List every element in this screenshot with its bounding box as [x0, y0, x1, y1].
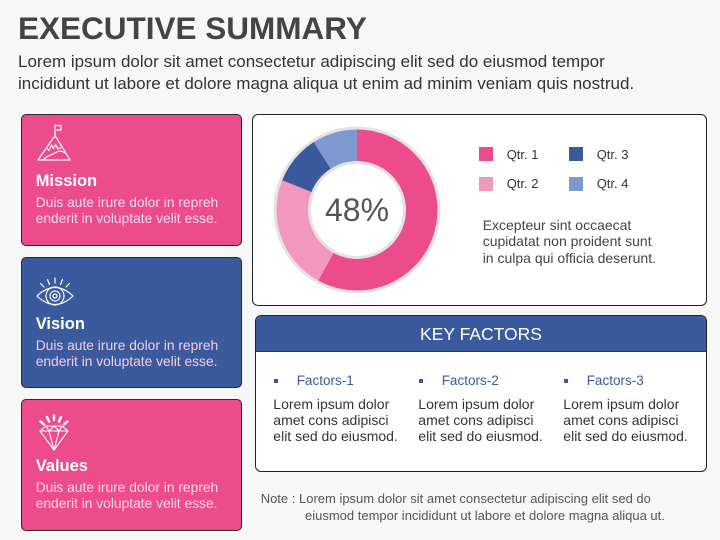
key-factor-text-line: amet cons adipisci	[563, 412, 679, 429]
card-description-line: enderit in voluptate velit esse.	[35, 353, 218, 369]
chart-description: Excepteur sint occaecat cupidatat non pr…	[483, 217, 656, 266]
legend-label-qtr-1: Qtr. 1	[506, 147, 539, 162]
footnote-line: Note : Lorem ipsum dolor sit amet consec…	[260, 491, 651, 506]
key-factors-panel: KEY FACTORS Factors-1 Lorem ipsum dolor …	[255, 315, 707, 472]
bullet-square-icon	[564, 379, 569, 383]
subtitle-line: incididunt ut labore et dolore magna ali…	[18, 74, 635, 93]
key-factor-text-line: Lorem ipsum dolor	[418, 396, 535, 412]
key-factor-heading: Factors-3	[563, 373, 703, 389]
diamond-icon	[39, 414, 69, 451]
legend-swatch-qtr-2	[479, 177, 493, 191]
key-factor-text: Lorem ipsum dolor amet cons adipisci eli…	[273, 396, 398, 445]
donut-center-label: 48%	[324, 192, 390, 228]
card-description: Duis aute irure dolor in repreh enderit …	[36, 480, 219, 512]
footnote: Note : Lorem ipsum dolor sit amet consec…	[261, 490, 665, 524]
key-factor-text-line: amet cons adipisci	[273, 412, 389, 429]
card-description-line: enderit in voluptate velit esse.	[35, 495, 218, 511]
card-description: Duis aute irure dolor in repreh enderit …	[36, 338, 219, 370]
key-factor-text-line: elit sed do eiusmod.	[563, 428, 688, 445]
key-factor-text: Lorem ipsum dolor amet cons adipisci eli…	[563, 396, 688, 445]
footnote-line: eiusmod tempor incididunt ut labore et d…	[304, 508, 665, 523]
key-factor-text-line: Lorem ipsum dolor	[273, 396, 390, 412]
legend-swatch-qtr-3	[569, 147, 583, 161]
card-description-line: Duis aute irure dolor in repreh	[35, 337, 219, 353]
key-factor-text-line: Lorem ipsum dolor	[563, 396, 680, 412]
eye-gear-icon	[36, 277, 74, 306]
bullet-square-icon	[274, 379, 279, 383]
key-factor-heading: Factors-1	[273, 373, 413, 389]
chart-description-line: in culpa qui officia deserunt.	[482, 249, 656, 266]
key-factors-title: KEY FACTORS	[256, 316, 706, 352]
key-factor-1: Factors-1 Lorem ipsum dolor amet cons ad…	[273, 373, 413, 444]
key-factor-label: Factors-3	[586, 373, 644, 388]
legend-swatch-qtr-4	[569, 177, 583, 191]
legend-swatch-qtr-1	[479, 147, 493, 161]
key-factor-2: Factors-2 Lorem ipsum dolor amet cons ad…	[418, 373, 558, 444]
bullet-square-icon	[419, 379, 424, 383]
donut-hole	[308, 161, 406, 259]
card-values: Values Duis aute irure dolor in repreh e…	[21, 399, 242, 531]
subtitle-line: Lorem ipsum dolor sit amet consectetur a…	[18, 52, 605, 71]
donut-outer-ring	[273, 126, 441, 294]
key-factor-label: Factors-2	[441, 373, 499, 388]
legend-label-qtr-4: Qtr. 4	[596, 176, 629, 191]
legend-label-qtr-2: Qtr. 2	[506, 176, 539, 191]
card-description-line: Duis aute irure dolor in repreh	[35, 479, 219, 495]
card-mission: Mission Duis aute irure dolor in repreh …	[21, 114, 242, 246]
chart-description-line: Excepteur sint occaecat	[482, 217, 632, 233]
card-title: Mission	[35, 172, 98, 191]
key-factor-text-line: elit sed do eiusmod.	[273, 428, 398, 445]
donut-slice-qtr-4	[313, 129, 357, 170]
card-description: Duis aute irure dolor in repreh enderit …	[36, 195, 219, 227]
key-factor-text-line: elit sed do eiusmod.	[418, 428, 543, 445]
legend-label-qtr-3: Qtr. 3	[596, 147, 629, 162]
chart-panel: 48% Qtr. 1 Qtr. 3 Qtr. 2 Qtr. 4 Excepteu…	[252, 114, 707, 306]
page-title: EXECUTIVE SUMMARY	[18, 10, 367, 46]
donut-slice-qtr-1	[317, 129, 438, 291]
card-vision: Vision Duis aute irure dolor in repreh e…	[21, 257, 242, 388]
chart-description-line: cupidatat non proident sunt	[482, 233, 652, 250]
key-factor-label: Factors-1	[296, 373, 354, 388]
card-title: Values	[35, 457, 88, 476]
subtitle: Lorem ipsum dolor sit amet consectetur a…	[18, 51, 634, 95]
mountain-flag-icon	[37, 124, 71, 161]
key-factor-heading: Factors-2	[418, 373, 558, 389]
key-factor-3: Factors-3 Lorem ipsum dolor amet cons ad…	[563, 373, 703, 444]
card-description-line: Duis aute irure dolor in repreh	[35, 194, 219, 210]
key-factor-text-line: amet cons adipisci	[418, 412, 534, 429]
donut-chart	[273, 126, 441, 294]
card-description-line: enderit in voluptate velit esse.	[35, 210, 218, 226]
card-title: Vision	[35, 315, 85, 334]
key-factor-text: Lorem ipsum dolor amet cons adipisci eli…	[418, 396, 543, 445]
